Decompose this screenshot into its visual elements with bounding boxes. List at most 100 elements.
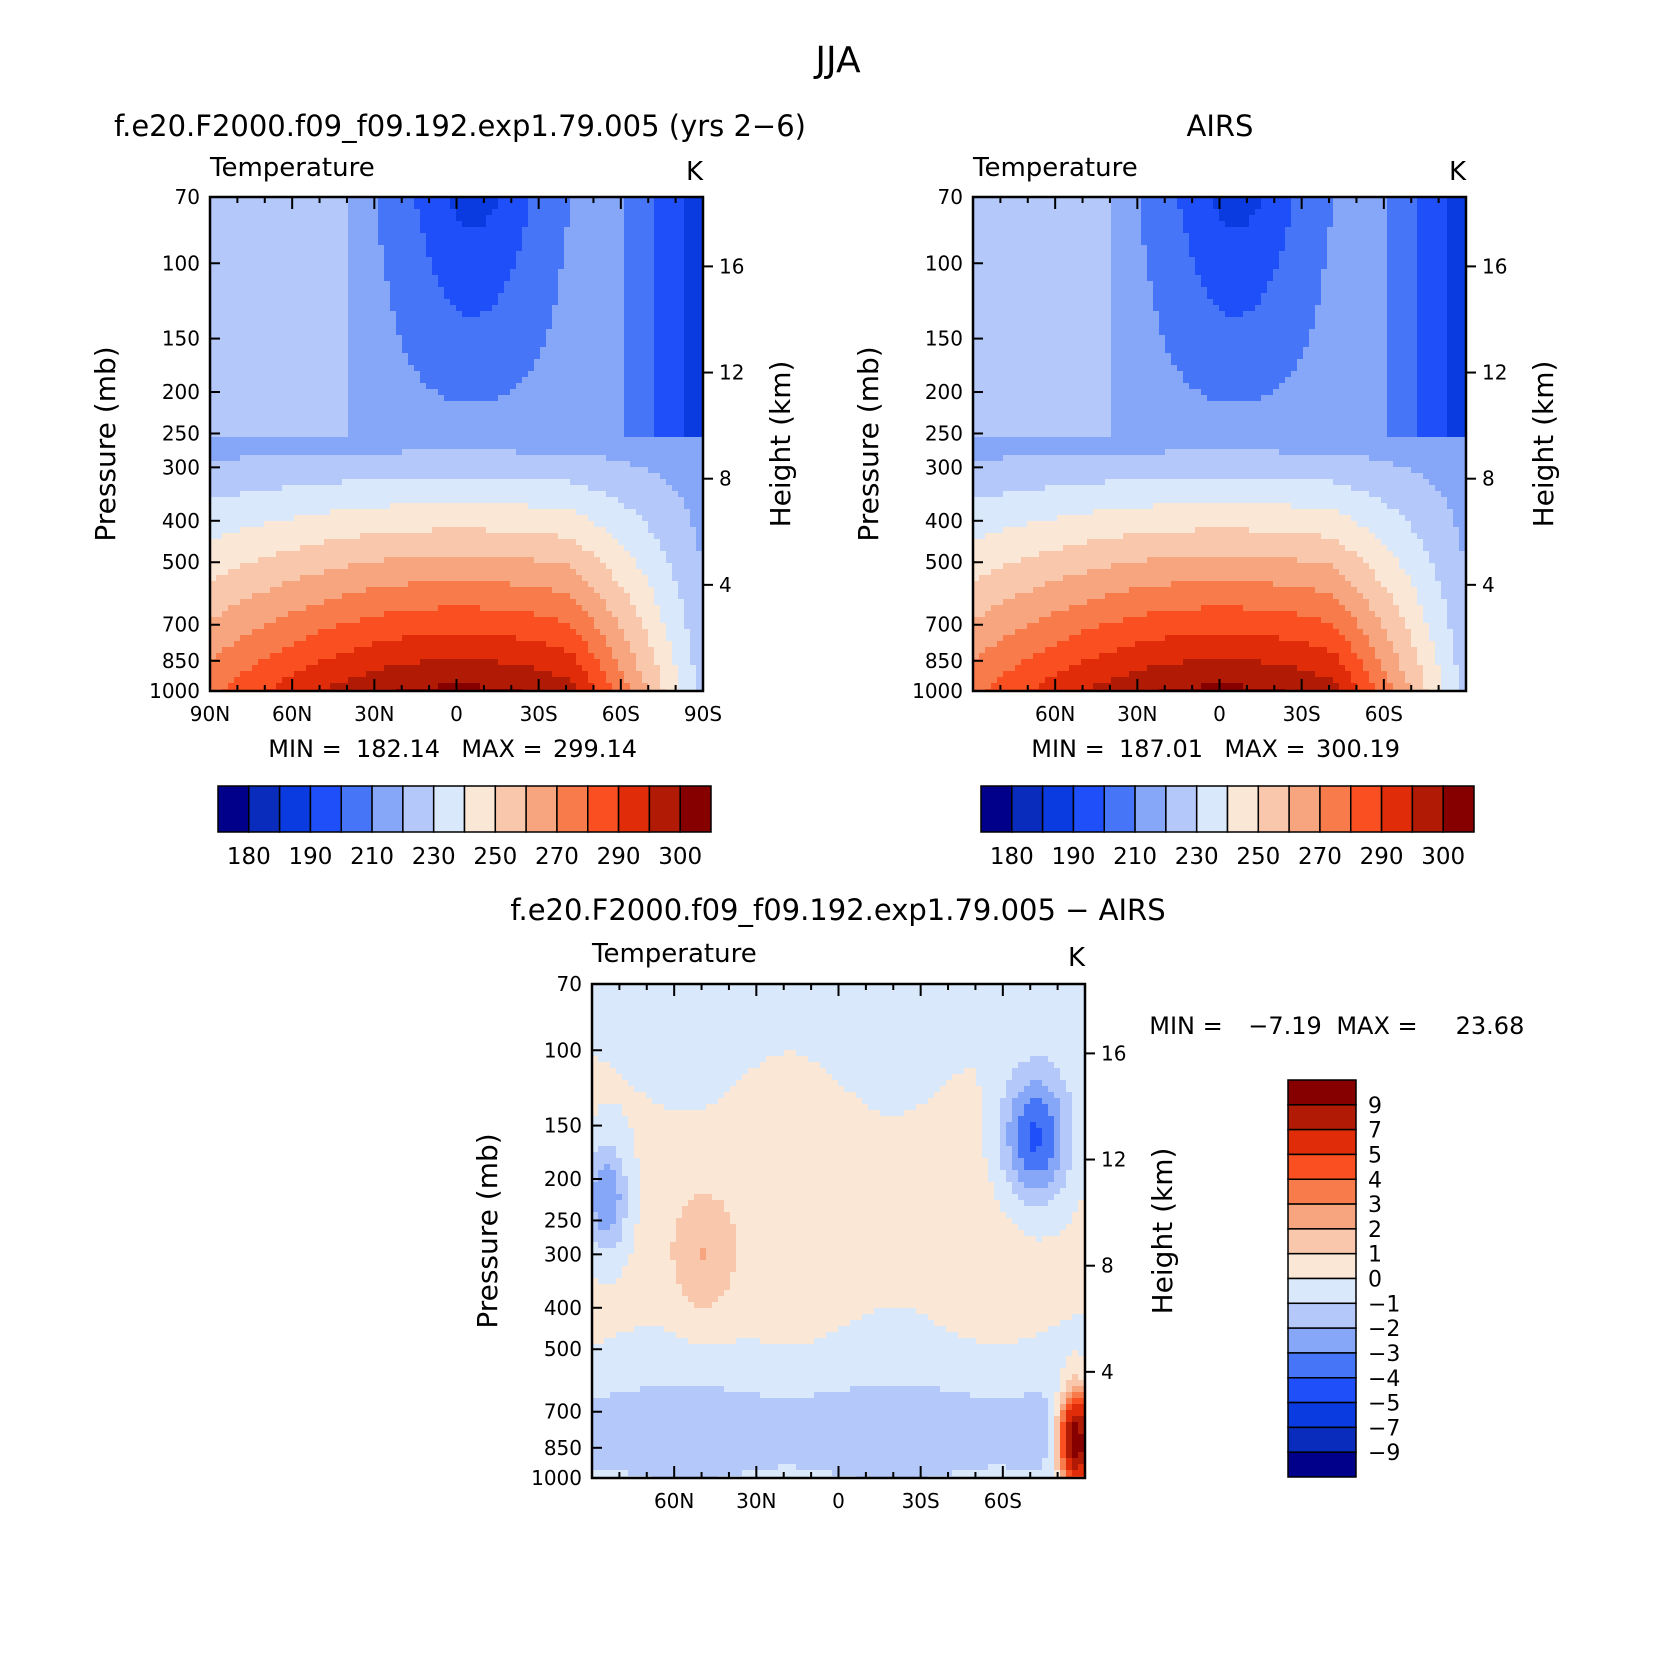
field-cell [528, 431, 535, 438]
field-cell [372, 323, 379, 330]
field-cell [372, 443, 379, 450]
field-cell [306, 347, 313, 354]
field-cell [570, 203, 577, 210]
field-cell [354, 443, 361, 450]
field-cell [552, 323, 559, 330]
field-cell [660, 497, 667, 504]
field-cell [402, 401, 409, 408]
field-cell [288, 341, 295, 348]
field-cell [456, 407, 463, 414]
field-cell [336, 419, 343, 426]
field-cell [282, 521, 289, 528]
field-cell [624, 209, 631, 216]
field-cell [588, 311, 595, 318]
field-cell [246, 365, 253, 372]
field-cell [366, 449, 373, 456]
field-cell [480, 215, 487, 222]
field-cell [264, 485, 271, 492]
field-cell [438, 341, 445, 348]
field-cell [402, 233, 409, 240]
field-cell [426, 371, 433, 378]
field-cell [540, 491, 547, 498]
field-cell [522, 515, 529, 522]
field-cell [564, 479, 571, 486]
field-cell [360, 263, 367, 270]
field-cell [432, 419, 439, 426]
field-cell [510, 521, 517, 528]
field-cell [444, 491, 451, 498]
field-cell [612, 533, 619, 540]
field-cell [630, 335, 637, 342]
field-cell [630, 197, 637, 204]
field-cell [492, 281, 499, 288]
field-cell [648, 425, 655, 432]
field-cell [630, 401, 637, 408]
field-cell [426, 251, 433, 258]
field-cell [378, 353, 385, 360]
field-cell [432, 509, 439, 516]
field-cell [552, 239, 559, 246]
field-cell [390, 455, 397, 462]
field-cell [660, 473, 667, 480]
field-cell [486, 341, 493, 348]
field-cell [558, 455, 565, 462]
field-cell [606, 251, 613, 258]
field-cell [654, 299, 661, 306]
field-cell [480, 323, 487, 330]
field-cell [648, 443, 655, 450]
field-cell [354, 293, 361, 300]
field-cell [432, 467, 439, 474]
field-cell [678, 209, 685, 216]
field-cell [324, 533, 331, 540]
field-cell [672, 467, 679, 474]
field-cell [210, 557, 217, 564]
field-cell [642, 329, 649, 336]
field-cell [210, 401, 217, 408]
field-cell [510, 287, 517, 294]
field-cell [216, 209, 223, 216]
field-cell [612, 389, 619, 396]
field-cell [522, 239, 529, 246]
field-cell [330, 209, 337, 216]
field-cell [414, 203, 421, 210]
field-cell [282, 359, 289, 366]
field-cell [300, 551, 307, 558]
field-cell [684, 209, 691, 216]
field-cell [288, 353, 295, 360]
field-cell [264, 383, 271, 390]
field-cell [450, 293, 457, 300]
field-cell [324, 467, 331, 474]
field-cell [456, 551, 463, 558]
field-cell [402, 407, 409, 414]
field-cell [312, 407, 319, 414]
field-cell [276, 509, 283, 516]
field-cell [210, 443, 217, 450]
field-cell [348, 491, 355, 498]
field-cell [312, 503, 319, 510]
field-cell [528, 317, 535, 324]
field-cell [348, 503, 355, 510]
field-cell [540, 329, 547, 336]
field-cell [252, 245, 259, 252]
field-cell [690, 515, 697, 522]
field-cell [312, 479, 319, 486]
field-cell [660, 455, 667, 462]
field-cell [522, 437, 529, 444]
field-cell [462, 479, 469, 486]
field-cell [528, 257, 535, 264]
field-cell [258, 257, 265, 264]
field-cell [648, 281, 655, 288]
field-cell [474, 233, 481, 240]
field-cell [300, 413, 307, 420]
field-cell [504, 239, 511, 246]
field-cell [690, 551, 697, 558]
field-cell [504, 305, 511, 312]
field-cell [312, 389, 319, 396]
field-cell [636, 425, 643, 432]
field-cell [654, 341, 661, 348]
field-cell [546, 401, 553, 408]
field-cell [390, 293, 397, 300]
field-cell [522, 311, 529, 318]
field-cell [306, 473, 313, 480]
field-cell [306, 215, 313, 222]
